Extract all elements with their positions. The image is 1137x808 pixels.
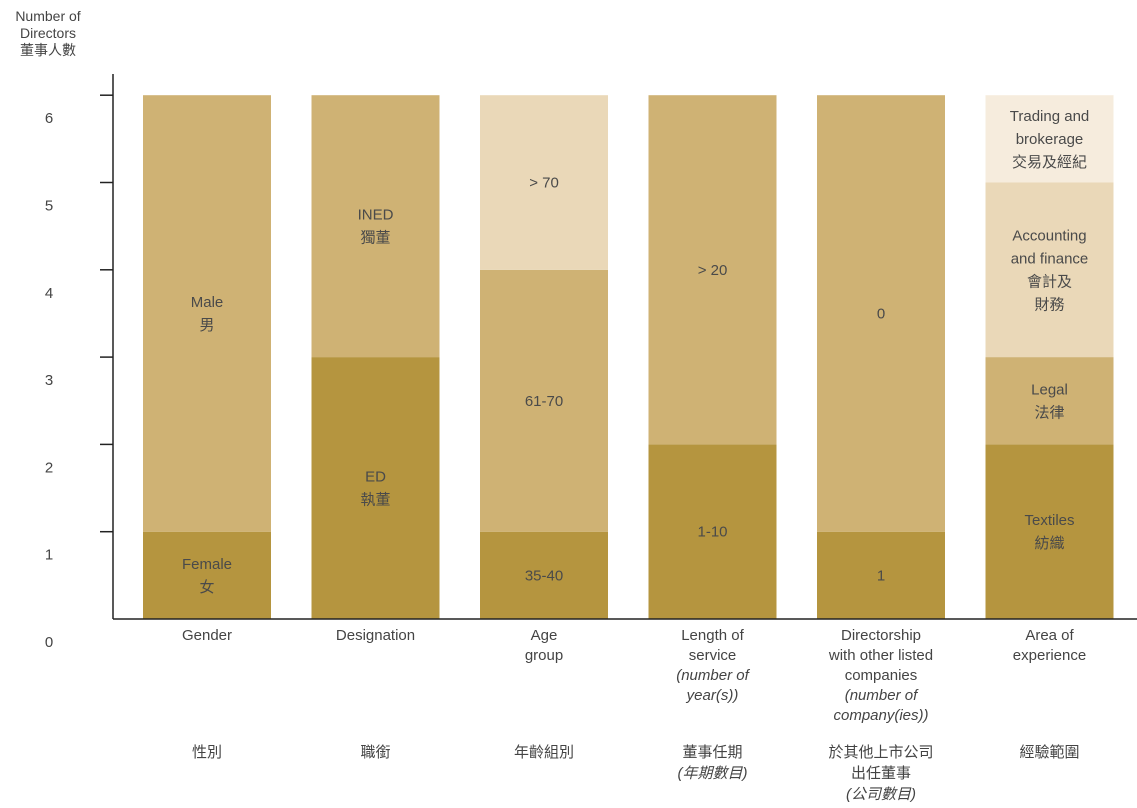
bar-segment <box>648 95 777 445</box>
bar-segment <box>648 444 777 619</box>
category-label-en: Age <box>531 627 558 644</box>
bar-segment <box>311 357 440 619</box>
bar-segment-label: 女 <box>199 578 214 596</box>
category-label-zh: 經驗範圍 <box>1019 743 1079 761</box>
y-tick-label: 0 <box>45 634 53 651</box>
bar-segment-label: 男 <box>199 317 214 334</box>
category-label-en: company(ies)) <box>833 707 928 724</box>
bar-segment-label: Male <box>191 294 224 311</box>
category-label-zh: 年齡組別 <box>514 744 574 761</box>
bar-segment-label: 紡織 <box>1034 535 1064 552</box>
category-label-zh: (年期數目) <box>678 765 748 782</box>
bar-segment-label: 執董 <box>360 492 390 509</box>
category-label-en: Length of <box>681 627 744 644</box>
category-label-en: experience <box>1013 647 1086 664</box>
bar-segment-label: 法律 <box>1034 404 1064 421</box>
bar-segment-label: 0 <box>877 305 885 322</box>
bar-segment-label: and finance <box>1011 250 1089 267</box>
bar-segment <box>985 444 1114 619</box>
bar-segment <box>480 269 608 532</box>
category-label-en: Area of <box>1025 627 1074 644</box>
category-label-en: service <box>689 647 737 664</box>
bar-segment <box>985 95 1114 183</box>
bar-segment <box>817 531 945 619</box>
category-label-zh: 性別 <box>192 744 222 761</box>
bar-segment-label: > 20 <box>698 262 728 279</box>
y-tick-label: 4 <box>45 285 53 302</box>
bar-segment-label: 35-40 <box>525 567 563 584</box>
bar-segment-label: 會計及 <box>1027 273 1072 290</box>
bar-segment-label: Legal <box>1031 381 1068 398</box>
category-label-en: (number of <box>845 687 919 704</box>
bar-segment-label: INED <box>358 207 394 224</box>
y-tick-label: 5 <box>45 198 53 215</box>
category-label-zh: 出任董事 <box>851 765 911 782</box>
bar-segment-label: > 70 <box>529 175 559 192</box>
category-label-en: companies <box>845 667 918 684</box>
bar-segment <box>311 95 440 358</box>
category-label-zh: 職銜 <box>360 744 390 761</box>
category-label-zh: 於其他上市公司 <box>828 744 933 761</box>
y-axis-title-line: 董事人數 <box>20 42 76 58</box>
y-tick-label: 2 <box>45 459 53 476</box>
y-axis-title: Number of Directors 董事人數 <box>0 8 96 59</box>
category-label-en: group <box>525 647 563 664</box>
bar-segment <box>985 357 1114 445</box>
bar-segment-label: 獨董 <box>360 230 390 247</box>
bar-segment <box>143 95 271 532</box>
bar-segment-label: 財務 <box>1034 296 1064 313</box>
category-label-en: Directorship <box>841 627 921 644</box>
category-label-zh: 董事任期 <box>682 744 742 761</box>
bar-segment <box>480 531 608 619</box>
y-axis-title-line: Directors <box>19 25 76 41</box>
bar-segment-label: Textiles <box>1024 512 1074 529</box>
bar-segment <box>143 531 271 619</box>
category-label-en: Gender <box>182 627 232 644</box>
bar-segment-label: 1 <box>877 567 885 584</box>
category-label-en: Designation <box>336 627 415 644</box>
y-axis-title-line: Number of <box>15 8 81 24</box>
bar-segment-label: 1-10 <box>697 524 727 541</box>
y-tick-label: 6 <box>45 110 53 127</box>
bar-segment-label: ED <box>365 469 386 486</box>
category-label-en: with other listed <box>828 647 933 664</box>
bar-segment-label: brokerage <box>1016 131 1084 148</box>
bar-segment <box>480 95 608 270</box>
bar-segment-label: Trading and <box>1010 108 1090 125</box>
bar-segment <box>985 182 1114 358</box>
category-label-en: year(s)) <box>686 687 739 704</box>
y-tick-label: 1 <box>45 547 53 564</box>
bar-segment-label: Female <box>182 556 232 573</box>
bar-segment-label: 交易及經紀 <box>1012 153 1087 171</box>
bar-segment-label: Accounting <box>1012 227 1086 244</box>
bar-segment-label: 61-70 <box>525 393 563 410</box>
category-label-en: (number of <box>676 667 750 684</box>
bar-segment <box>817 95 945 532</box>
category-label-zh: (公司數目) <box>846 786 916 803</box>
y-tick-label: 3 <box>45 372 53 389</box>
